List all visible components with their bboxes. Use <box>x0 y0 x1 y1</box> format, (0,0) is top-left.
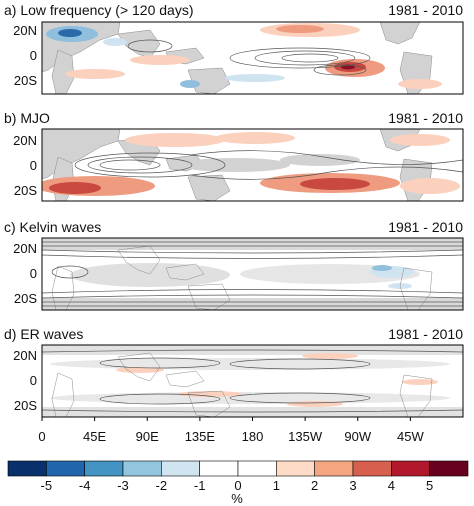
colorbar: -5 -4 -3 -2 -1 0 1 2 3 4 5 <box>7 460 469 493</box>
colorbar-segment <box>314 460 354 477</box>
panel-b-ytick-20n: 20N <box>13 133 37 148</box>
colorbar-unit-label: % <box>231 491 243 506</box>
colorbar-tick-label: -5 <box>41 478 53 493</box>
colorbar-segment <box>391 460 430 477</box>
panel-c-ytick-20n: 20N <box>13 241 37 256</box>
panel-b-ytick-20s: 20S <box>14 183 37 198</box>
colorbar-tick-label: 0 <box>234 478 241 493</box>
panel-c-label: c) Kelvin waves <box>4 219 101 235</box>
shading <box>46 23 442 89</box>
colorbar-segment <box>276 460 315 477</box>
panel-b: b) MJO 1981 - 2010 20N 0 20S <box>4 110 464 202</box>
contours <box>74 150 463 180</box>
colorbar-tick-label: -1 <box>194 478 206 493</box>
colorbar-segment <box>122 460 162 477</box>
shading <box>42 238 463 310</box>
shading <box>42 132 460 196</box>
panel-d-ytick-20n: 20N <box>13 348 37 363</box>
colorbar-segment <box>7 460 47 477</box>
colorbar-segment <box>429 460 469 477</box>
colorbar-segment <box>237 460 277 477</box>
panel-a-ytick-20s: 20S <box>14 73 37 88</box>
colorbar-tick-label: -3 <box>117 478 129 493</box>
colorbar-segment <box>199 460 239 477</box>
land-masses <box>51 245 433 310</box>
x-tick-label: 180 <box>242 429 264 444</box>
panel-a-ytick-20n: 20N <box>13 23 37 38</box>
x-tick-label: 45W <box>397 429 424 444</box>
colorbar-segment <box>84 460 124 477</box>
panel-a: a) Low frequency (> 120 days) 1981 - 201… <box>4 2 464 95</box>
panel-a-ytick-0: 0 <box>30 48 37 63</box>
panel-c-ytick-20s: 20S <box>14 291 37 306</box>
colorbar-tick-label: 3 <box>349 478 356 493</box>
colorbar-segment <box>46 460 85 477</box>
colorbar-segment <box>161 460 200 477</box>
x-tick-label: 90W <box>344 429 371 444</box>
panel-a-period: 1981 - 2010 <box>388 2 463 18</box>
contours <box>42 349 463 413</box>
colorbar-tick-label: -4 <box>79 478 91 493</box>
panel-c-map <box>42 238 463 310</box>
panel-d-label: d) ER waves <box>4 326 83 342</box>
panel-c: c) Kelvin waves 1981 - 2010 20N 0 20S <box>4 219 464 311</box>
panel-c-frame <box>41 237 464 311</box>
panel-d: d) ER waves 1981 - 2010 20N 0 20S <box>4 326 464 418</box>
panel-b-label: b) MJO <box>4 110 50 126</box>
colorbar-tick-label: 1 <box>273 478 280 493</box>
colorbar-tick-label: -2 <box>156 478 168 493</box>
panel-d-map <box>42 345 463 417</box>
panel-a-label: a) Low frequency (> 120 days) <box>4 2 194 18</box>
x-tick-label: 135W <box>288 429 323 444</box>
panel-b-period: 1981 - 2010 <box>388 110 463 126</box>
panel-b-ytick-0: 0 <box>30 158 37 173</box>
panel-d-period: 1981 - 2010 <box>388 326 463 342</box>
panel-a-frame <box>41 21 464 95</box>
colorbar-segment <box>352 460 392 477</box>
panel-b-map <box>42 129 463 201</box>
x-tick-label: 45E <box>83 429 106 444</box>
x-axis: 0 45E 90E 135E 180 135W 90W 45W <box>38 417 424 444</box>
panel-a-map <box>42 22 463 94</box>
x-tick-label: 90E <box>136 429 159 444</box>
panel-d-ytick-0: 0 <box>30 373 37 388</box>
panel-c-period: 1981 - 2010 <box>388 219 463 235</box>
contours <box>127 39 371 76</box>
colorbar-tick-label: 4 <box>388 478 395 493</box>
colorbar-tick-label: 5 <box>426 478 433 493</box>
x-tick-label: 135E <box>185 429 216 444</box>
colorbar-tick-label: 2 <box>311 478 318 493</box>
x-tick-label: 0 <box>38 429 45 444</box>
land-masses <box>51 352 433 417</box>
panel-d-ytick-20s: 20S <box>14 398 37 413</box>
panel-b-frame <box>41 128 464 202</box>
contours <box>42 241 463 307</box>
panel-c-ytick-0: 0 <box>30 266 37 281</box>
